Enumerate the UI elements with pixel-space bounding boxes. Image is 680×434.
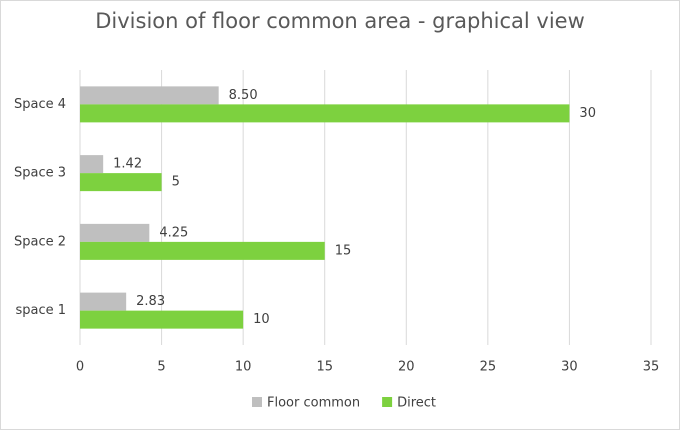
bar [80,173,162,192]
y-tick-label: Space 2 [14,234,66,249]
value-label: 2.83 [136,294,165,309]
legend-swatch [382,397,393,407]
value-label: 8.50 [229,88,258,103]
value-label: 4.25 [159,225,188,240]
value-label: 30 [579,106,596,121]
x-tick-label: 20 [398,360,415,375]
legend-label: Floor common [267,396,360,411]
chart-title: Division of floor common area - graphica… [95,9,585,33]
bar [80,292,127,311]
x-tick-label: 35 [643,360,660,375]
y-tick-label: space 1 [15,303,66,318]
bar [80,310,244,329]
y-tick-label: Space 3 [14,166,66,181]
value-label: 1.42 [113,157,142,172]
bar [80,241,325,260]
x-tick-label: 10 [235,360,252,375]
value-label: 15 [335,243,352,258]
x-tick-label: 0 [76,360,84,375]
y-tick-label: Space 4 [14,97,66,112]
value-label: 10 [253,312,270,327]
value-label: 5 [172,175,180,190]
x-tick-label: 30 [561,360,578,375]
x-tick-label: 5 [157,360,165,375]
legend-swatch [252,397,262,407]
bar [80,223,150,242]
bar [80,86,219,105]
bar [80,104,570,123]
bar [80,155,104,174]
legend-label: Direct [397,396,436,411]
x-tick-label: 25 [480,360,497,375]
x-tick-label: 15 [316,360,333,375]
